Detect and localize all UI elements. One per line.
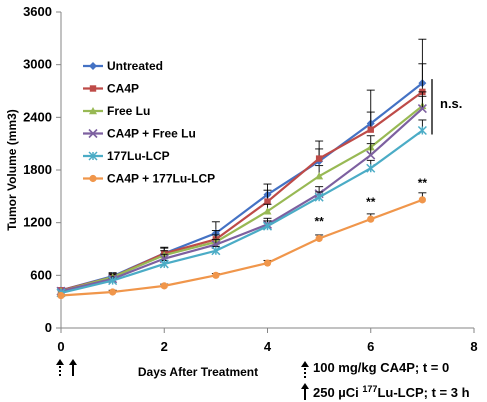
point-square <box>264 198 271 205</box>
legend-item: CA4P <box>83 82 139 96</box>
legend-arrow-lcp-icon-head <box>301 383 309 389</box>
point-triangle <box>89 107 97 115</box>
point-diamond <box>89 62 97 70</box>
series-line <box>60 105 424 293</box>
dose-arrow-lcp-icon <box>69 359 77 376</box>
dose-label-lcp: 250 µCi 177Lu-LCP; t = 3 h <box>313 384 470 400</box>
point-x <box>366 150 376 160</box>
x-tick-label: 6 <box>367 339 374 354</box>
legend-label: Free Lu <box>107 104 150 118</box>
legend-arrow-lcp-icon <box>301 383 309 400</box>
series-line <box>60 90 424 292</box>
point-x <box>417 103 427 114</box>
point-circle <box>367 215 375 223</box>
point-asterisk <box>88 151 98 161</box>
dose-label-lcp-suffix: Lu-LCP; t = 3 h <box>377 385 469 400</box>
dose-label-lcp-sup: 177 <box>362 384 377 394</box>
x-tick-label: 2 <box>161 339 168 354</box>
series-line <box>60 107 424 293</box>
series-line <box>60 198 423 297</box>
legend-label: 177Lu-LCP <box>107 149 170 163</box>
legend: Untreated CA4P Free Lu CA4P + Free Lu 177Lu-… <box>83 59 215 186</box>
legend-item: 177Lu-LCP <box>83 149 170 163</box>
dose-label-lcp-prefix: 250 µCi <box>313 385 362 400</box>
point-square <box>367 126 374 133</box>
point-circle <box>160 282 168 290</box>
point-square <box>315 155 323 162</box>
point-x-stroke <box>88 128 98 139</box>
point-x-stroke <box>417 103 427 114</box>
y-tick-label: 0 <box>45 320 52 335</box>
legend-arrow-ca4p-icon <box>301 361 309 378</box>
point-asterisk <box>211 246 221 256</box>
point-circle <box>315 234 323 243</box>
x-tick-label: 8 <box>470 339 477 354</box>
point-asterisk <box>417 125 427 136</box>
legend-arrow-ca4p-icon-head <box>301 361 309 367</box>
point-asterisk <box>314 192 324 202</box>
y-tick-label: 1800 <box>23 162 52 177</box>
x-tick-label: 0 <box>57 339 64 354</box>
point-asterisk <box>108 276 118 286</box>
significance-stars: ** <box>314 214 324 228</box>
legend-item: CA4P + 177Lu-LCP <box>83 172 215 186</box>
y-tick-label: 1200 <box>23 215 52 230</box>
series-ca4p-177lu-lcp <box>57 192 427 300</box>
point-circle <box>57 291 65 300</box>
point-circle <box>109 288 117 296</box>
point-triangle <box>315 172 324 180</box>
legend-label: CA4P <box>107 82 139 96</box>
dose-arrow-ca4p-icon-head <box>56 359 64 365</box>
point-square <box>89 85 97 92</box>
point-asterisk <box>262 221 273 231</box>
y-tick-label: 3600 <box>23 4 52 19</box>
ns-label: n.s. <box>440 96 462 111</box>
x-tick-label: 4 <box>264 339 272 354</box>
point-asterisk <box>159 259 169 269</box>
y-tick-label: 2400 <box>23 109 52 124</box>
series-layer <box>56 38 427 300</box>
dose-arrow-ca4p-icon <box>56 359 64 376</box>
y-tick-label: 3000 <box>23 57 52 72</box>
point-asterisk <box>366 163 376 173</box>
point-triangle <box>263 207 272 215</box>
dose-arrow-lcp-icon-head <box>69 359 77 365</box>
legend-item: CA4P + Free Lu <box>83 127 196 141</box>
x-axis-title: Days After Treatment <box>138 365 258 379</box>
series-177lu-lcp <box>56 119 427 298</box>
significance-stars: ** <box>418 176 428 190</box>
axes-layer: 0 600 1200 1800 2400 3000 3600 0 2 4 6 8 ** ** ** <box>23 4 478 400</box>
point-x <box>88 128 98 139</box>
legend-label: Untreated <box>107 59 163 73</box>
point-circle <box>89 174 97 183</box>
series-line <box>60 129 424 294</box>
legend-label: CA4P + 177Lu-LCP <box>107 172 215 186</box>
legend-item: Untreated <box>83 59 163 73</box>
legend-item: Free Lu <box>83 104 150 118</box>
dose-label-ca4p: 100 mg/kg CA4P; t = 0 <box>313 360 449 375</box>
significance-stars: ** <box>366 195 376 209</box>
legend-label: CA4P + Free Lu <box>107 127 196 141</box>
point-circle <box>263 259 272 267</box>
point-circle <box>212 271 220 279</box>
y-axis-title: Tumor Volume (mm3) <box>5 109 19 231</box>
point-x-stroke <box>366 150 376 160</box>
y-tick-label: 600 <box>30 267 52 282</box>
point-circle <box>418 196 426 204</box>
